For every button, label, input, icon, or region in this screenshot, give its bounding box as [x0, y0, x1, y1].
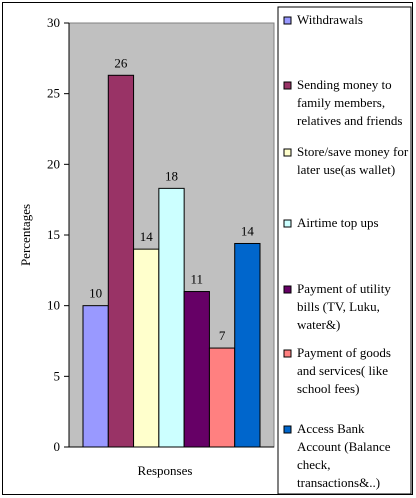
- bar-value-label: 10: [89, 286, 102, 301]
- bar: [133, 248, 160, 448]
- y-axis-label: Percentages: [18, 204, 33, 266]
- legend-frame: [277, 6, 412, 495]
- legend-label: Withdrawals: [297, 12, 363, 27]
- legend-swatch: [283, 285, 292, 294]
- legend-label: family members,: [297, 95, 385, 110]
- y-tick-label: 25: [47, 86, 60, 101]
- y-tick-label: 10: [47, 298, 60, 313]
- y-tick-label: 30: [47, 15, 60, 30]
- legend-swatch: [283, 219, 292, 228]
- bar: [208, 347, 236, 448]
- bar-value-label: 14: [140, 229, 154, 244]
- bar: [234, 242, 261, 448]
- legend-label: later use(as wallet): [297, 162, 395, 177]
- legend-label: check,: [297, 457, 331, 472]
- legend-label: Store/save money for: [297, 144, 409, 159]
- bar-value-label: 26: [114, 55, 128, 70]
- bar: [82, 305, 109, 448]
- legend-label: bills (TV, Luku,: [297, 299, 380, 314]
- bar-value-label: 14: [241, 223, 255, 238]
- y-tick-label: 15: [47, 227, 60, 242]
- legend: Withdrawals Sending money to family member…: [283, 12, 409, 490]
- bar-value-label: 11: [191, 272, 204, 287]
- x-axis-label: Responses: [138, 463, 193, 478]
- bar: [107, 74, 135, 448]
- legend-label: relatives and friends: [297, 113, 402, 128]
- legend-label: school fees): [297, 381, 359, 396]
- bars: [82, 74, 261, 448]
- legend-label: water&): [297, 317, 340, 332]
- legend-swatch: [283, 16, 292, 25]
- bar-labels: 10 26 14 18 11 7 14: [89, 55, 254, 343]
- legend-label: transactions&..): [297, 475, 380, 490]
- legend-label: Payment of goods: [297, 345, 391, 360]
- legend-label: Payment of utility: [297, 281, 391, 296]
- legend-label: and services( like: [297, 363, 388, 378]
- legend-swatch: [283, 81, 292, 90]
- y-tick-label: 5: [54, 368, 61, 383]
- bar-value-label: 18: [165, 168, 178, 183]
- y-tick-label: 0: [54, 439, 61, 454]
- legend-swatch: [283, 148, 292, 157]
- bar-value-label: 7: [219, 328, 226, 343]
- y-tick-label: 20: [47, 156, 60, 171]
- legend-label: Airtime top ups: [297, 215, 379, 230]
- bar: [158, 187, 185, 448]
- legend-label: Account (Balance: [297, 439, 391, 454]
- bar: [183, 291, 210, 448]
- legend-label: Access Bank: [297, 421, 365, 436]
- legend-swatch: [283, 349, 292, 358]
- legend-label: Sending money to: [297, 77, 392, 92]
- legend-swatch: [283, 425, 292, 434]
